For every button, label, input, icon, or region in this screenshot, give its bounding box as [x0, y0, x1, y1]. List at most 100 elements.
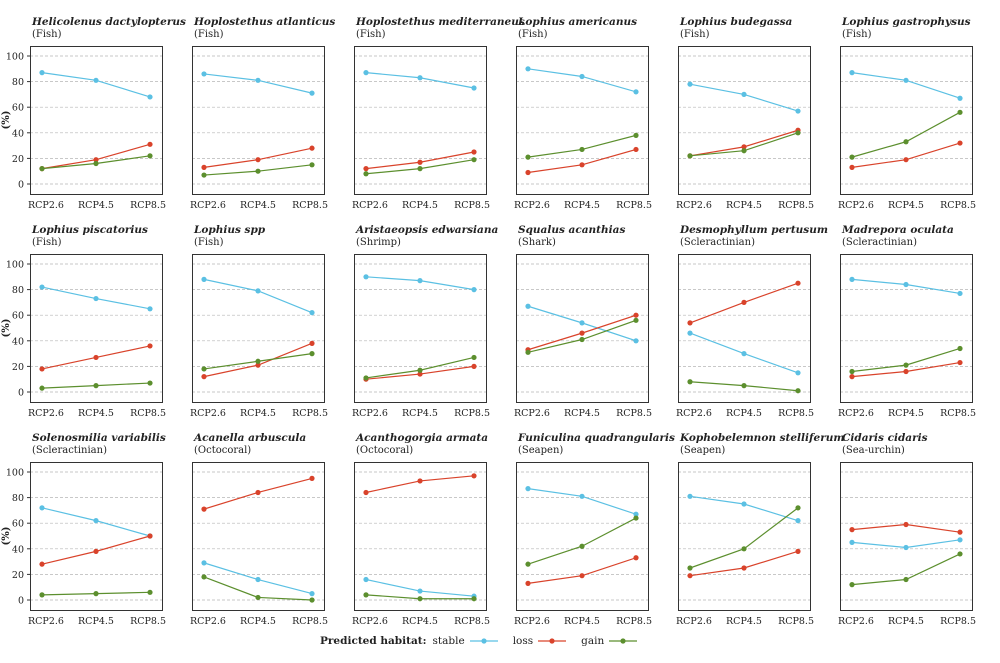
y-tick-label: 40: [12, 128, 24, 139]
chart-title: Lophius piscatorius: [32, 224, 148, 236]
data-point-stable: [201, 71, 207, 77]
data-point-stable: [795, 518, 801, 524]
chart-panel: Solenosmilia variabilis (Scleractinian) 0 2…: [1, 432, 192, 627]
chart-subtitle: (Shrimp): [356, 237, 401, 248]
chart-subtitle: (Octocoral): [356, 445, 414, 456]
line-chart: RCP2.6 RCP4.5 RCP8.5: [352, 46, 490, 211]
data-point-gain: [309, 597, 315, 603]
line-chart: 0 20 40 60 80 100 (%) RCP2.6 RCP4.5 RCP8.5: [1, 462, 166, 627]
chart-title: Lophius spp: [194, 224, 266, 236]
data-point-loss: [957, 140, 963, 146]
x-tick-label: RCP8.5: [130, 408, 166, 419]
chart-panel: Lophius spp (Fish) RCP2.6 RCP4.5 RCP8.5: [190, 224, 354, 419]
x-tick-label: RCP4.5: [240, 408, 276, 419]
x-tick-label: RCP4.5: [726, 200, 762, 211]
x-tick-label: RCP4.5: [888, 408, 924, 419]
x-tick-label: RCP4.5: [402, 616, 438, 627]
line-chart: 0 20 40 60 80 100 (%) RCP2.6 RCP4.5 RCP8.5: [1, 46, 166, 211]
data-point-gain: [363, 171, 369, 177]
data-point-gain: [471, 354, 477, 361]
data-point-loss: [471, 363, 477, 369]
data-point-gain: [93, 160, 99, 167]
line-chart: RCP2.6 RCP4.5 RCP8.5: [190, 462, 328, 627]
x-tick-label: RCP4.5: [78, 200, 114, 211]
data-point-gain: [255, 168, 261, 174]
data-point-gain: [255, 594, 261, 601]
data-point-gain: [201, 574, 207, 580]
data-point-stable: [687, 493, 693, 499]
data-point-loss: [201, 164, 207, 170]
x-tick-label: RCP2.6: [838, 616, 874, 627]
series-line-stable: [527, 488, 637, 515]
series-line-stable: [41, 72, 151, 98]
x-tick-label: RCP2.6: [514, 200, 550, 211]
data-point-loss: [417, 478, 423, 484]
data-point-stable: [687, 330, 693, 336]
series-line-gain: [689, 507, 799, 569]
data-point-stable: [417, 278, 423, 284]
y-tick-label: 60: [12, 103, 24, 114]
chart-title: Lophius budegassa: [680, 16, 793, 28]
data-point-stable: [795, 370, 801, 376]
series-line-stable: [689, 495, 799, 522]
chart-title: Madrepora oculata: [842, 224, 954, 236]
data-point-stable: [39, 505, 45, 511]
x-tick-label: RCP8.5: [454, 408, 490, 419]
x-tick-label: RCP4.5: [564, 408, 600, 419]
x-tick-label: RCP8.5: [292, 616, 328, 627]
data-point-loss: [633, 555, 639, 561]
data-point-loss: [741, 299, 747, 305]
chart-subtitle: (Seapen): [680, 445, 726, 456]
x-tick-label: RCP2.6: [352, 616, 388, 627]
data-point-loss: [849, 527, 855, 533]
line-chart: RCP2.6 RCP4.5 RCP8.5: [838, 462, 976, 627]
x-tick-label: RCP8.5: [454, 200, 490, 211]
legend-swatch-stable: [469, 638, 498, 644]
chart-subtitle: (Fish): [680, 29, 710, 40]
data-point-loss: [903, 521, 909, 528]
chart-panel: Acanthogorgia armata (Octocoral) RCP2.6 RCP…: [352, 432, 516, 627]
data-point-gain: [93, 591, 99, 597]
x-tick-label: RCP2.6: [514, 616, 550, 627]
data-point-stable: [795, 108, 801, 114]
data-point-gain: [39, 385, 45, 391]
y-tick-label: 80: [12, 77, 24, 88]
series-line-loss: [527, 148, 637, 174]
data-point-gain: [579, 336, 585, 343]
line-chart: 0 20 40 60 80 100 (%) RCP2.6 RCP4.5 RCP8.5: [1, 254, 166, 419]
data-point-stable: [687, 81, 693, 87]
data-point-gain: [633, 317, 639, 323]
chart-title: Solenosmilia variabilis: [32, 432, 166, 444]
plot-frame: [354, 46, 487, 195]
data-point-stable: [39, 284, 45, 290]
line-chart: RCP2.6 RCP4.5 RCP8.5: [676, 462, 814, 627]
data-point-gain: [255, 358, 261, 364]
data-point-loss: [471, 473, 477, 479]
data-point-gain: [741, 546, 747, 552]
data-point-gain: [579, 146, 585, 153]
y-tick-label: 20: [12, 362, 24, 373]
x-tick-label: RCP8.5: [130, 200, 166, 211]
data-point-stable: [255, 576, 261, 583]
y-tick-label: 0: [18, 596, 24, 607]
chart-title: Acanthogorgia armata: [356, 432, 489, 444]
x-tick-label: RCP2.6: [28, 616, 64, 627]
data-point-stable: [903, 77, 909, 83]
data-point-stable: [39, 70, 45, 76]
data-point-loss: [417, 371, 423, 377]
plot-frame: [354, 254, 487, 403]
data-point-gain: [849, 582, 855, 588]
y-tick-label: 0: [18, 180, 24, 191]
chart-panel: Lophius americanus (Fish) RCP2.6 RCP4.5 RCP8…: [514, 16, 678, 211]
chart-panel: Acanella arbuscula (Octocoral) RCP2.6 RCP4.…: [190, 432, 354, 627]
chart-panel: Cidaris cidaris (Sea-urchin) RCP2.6 RCP4.5 R…: [838, 432, 1000, 627]
data-point-stable: [471, 85, 477, 91]
data-point-stable: [147, 306, 153, 312]
x-tick-label: RCP2.6: [28, 200, 64, 211]
x-tick-label: RCP2.6: [190, 408, 226, 419]
chart-subtitle: (Scleractinian): [680, 237, 755, 248]
chart-subtitle: (Sea-urchin): [842, 445, 905, 456]
data-point-loss: [687, 573, 693, 579]
data-point-loss: [903, 157, 909, 163]
x-tick-label: RCP4.5: [564, 616, 600, 627]
